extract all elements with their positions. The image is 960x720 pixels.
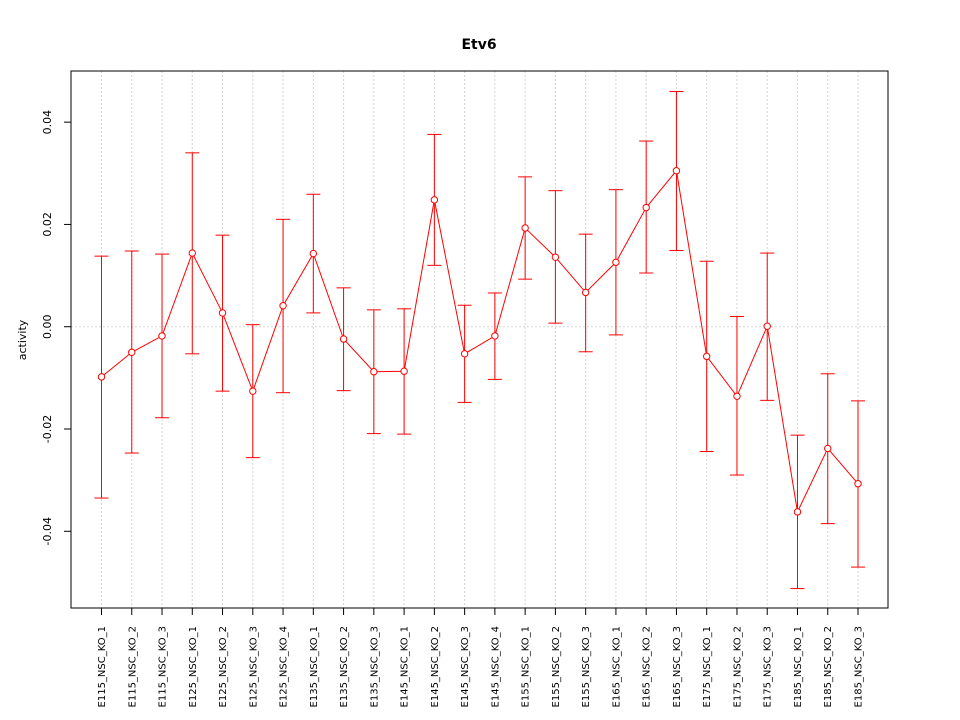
x-tick-label: E165_NSC_KO_3 xyxy=(672,626,683,707)
y-tick-label: -0.02 xyxy=(41,415,54,443)
y-tick-label: 0.02 xyxy=(41,212,54,237)
data-point xyxy=(854,480,862,488)
data-point xyxy=(824,444,832,453)
x-tick-label: E135_NSC_KO_1 xyxy=(309,626,320,707)
plot-frame xyxy=(70,70,889,609)
x-tick-label: E115_NSC_KO_2 xyxy=(127,626,138,707)
x-tick-label: E125_NSC_KO_2 xyxy=(218,626,229,707)
axes: -0.04 -0.02 0.00 0.02 0.04 E115_NSC_KO_1 E115_… xyxy=(41,110,865,708)
data-point xyxy=(460,350,469,358)
x-tick-label: E155_NSC_KO_1 xyxy=(521,626,532,707)
data-point xyxy=(128,348,136,356)
data-point xyxy=(218,309,227,317)
x-tick-label: E135_NSC_KO_3 xyxy=(369,626,380,707)
data-point xyxy=(309,249,318,258)
data-point xyxy=(551,253,560,261)
data-point xyxy=(158,332,166,340)
x-tick-label: E155_NSC_KO_3 xyxy=(581,626,592,707)
x-tick-label: E145_NSC_KO_4 xyxy=(490,626,501,707)
data-point xyxy=(188,249,196,257)
x-tick-label: E175_NSC_KO_1 xyxy=(702,626,713,707)
grid xyxy=(71,71,888,608)
x-tick-label: E185_NSC_KO_3 xyxy=(854,626,865,707)
x-tick-label: E155_NSC_KO_2 xyxy=(551,626,562,707)
x-tick-label: E175_NSC_KO_3 xyxy=(763,626,774,707)
x-tick-label: E125_NSC_KO_4 xyxy=(279,626,290,707)
data-point xyxy=(491,332,499,340)
data-point xyxy=(733,392,741,400)
data-point xyxy=(400,367,408,375)
data-point xyxy=(581,288,590,297)
x-tick-label: E145_NSC_KO_3 xyxy=(460,626,471,707)
data-point xyxy=(642,203,650,212)
x-tick-label: E125_NSC_KO_1 xyxy=(188,626,199,707)
data-point xyxy=(97,373,106,381)
series xyxy=(94,90,865,590)
x-tick-label: E115_NSC_KO_1 xyxy=(97,626,108,707)
x-tick-label: E185_NSC_KO_2 xyxy=(823,626,834,707)
x-tick-label: E135_NSC_KO_2 xyxy=(339,626,350,707)
data-point xyxy=(279,302,287,310)
x-tick-label: E145_NSC_KO_2 xyxy=(430,626,441,707)
y-tick-label: -0.04 xyxy=(41,517,54,545)
data-point xyxy=(703,352,711,361)
y-tick-label: 0.04 xyxy=(41,110,54,134)
x-tick-label: E125_NSC_KO_3 xyxy=(248,626,259,707)
x-tick-label: E185_NSC_KO_1 xyxy=(793,626,804,707)
chart-title: Etv6 xyxy=(461,37,496,53)
x-tick-label: E165_NSC_KO_1 xyxy=(611,626,622,707)
y-axis-label: activity xyxy=(16,319,29,360)
data-point xyxy=(249,387,257,395)
x-tick-label: E145_NSC_KO_1 xyxy=(400,626,411,707)
x-tick-label: E165_NSC_KO_2 xyxy=(642,626,653,707)
y-tick-label: 0.00 xyxy=(41,314,54,339)
data-point xyxy=(430,196,439,204)
data-point xyxy=(763,322,771,330)
data-point xyxy=(521,224,529,232)
data-point xyxy=(793,508,802,516)
data-point xyxy=(370,368,378,376)
data-point xyxy=(672,167,681,175)
x-tick-label: E115_NSC_KO_3 xyxy=(158,626,169,707)
x-tick-label: E175_NSC_KO_2 xyxy=(732,626,743,707)
series-line xyxy=(101,169,859,514)
data-point xyxy=(612,258,620,266)
data-point xyxy=(339,335,348,343)
